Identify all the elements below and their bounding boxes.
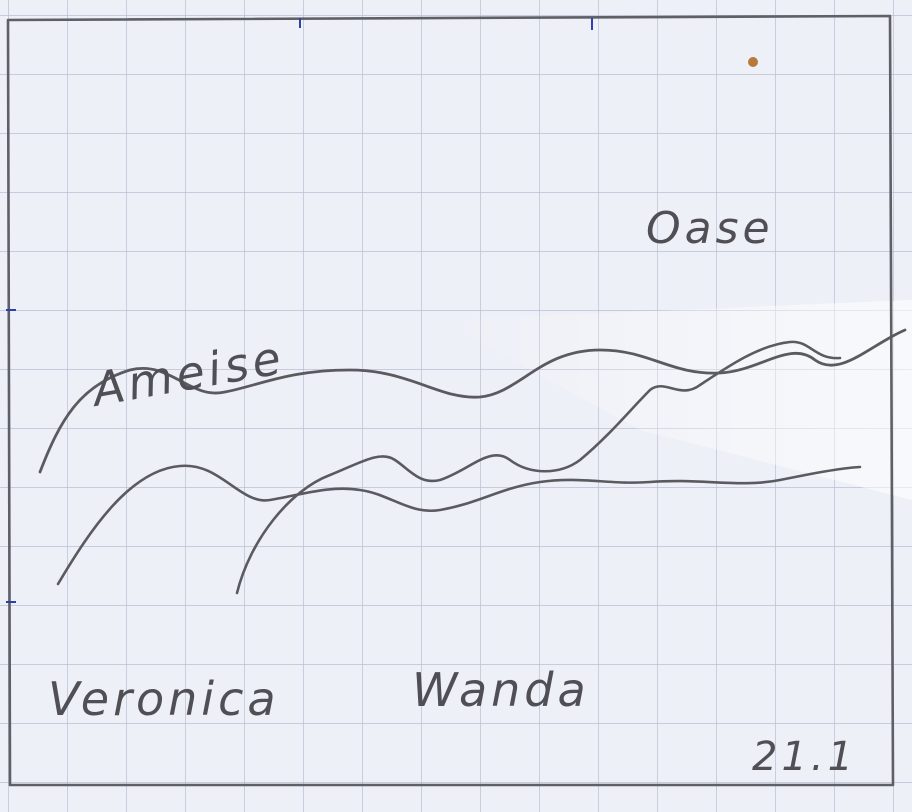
frame-border bbox=[6, 14, 895, 787]
label-wanda: Wanda bbox=[412, 663, 590, 717]
curve-wanda bbox=[235, 340, 842, 595]
brown-dot bbox=[748, 57, 758, 67]
curve-ameise bbox=[38, 328, 907, 474]
label-veronica: Veronica bbox=[48, 672, 280, 726]
label-page-number: 21.1 bbox=[752, 734, 857, 780]
curve-veronica bbox=[56, 464, 862, 586]
paper-glare bbox=[440, 300, 912, 500]
label-oase: Oase bbox=[646, 203, 774, 254]
